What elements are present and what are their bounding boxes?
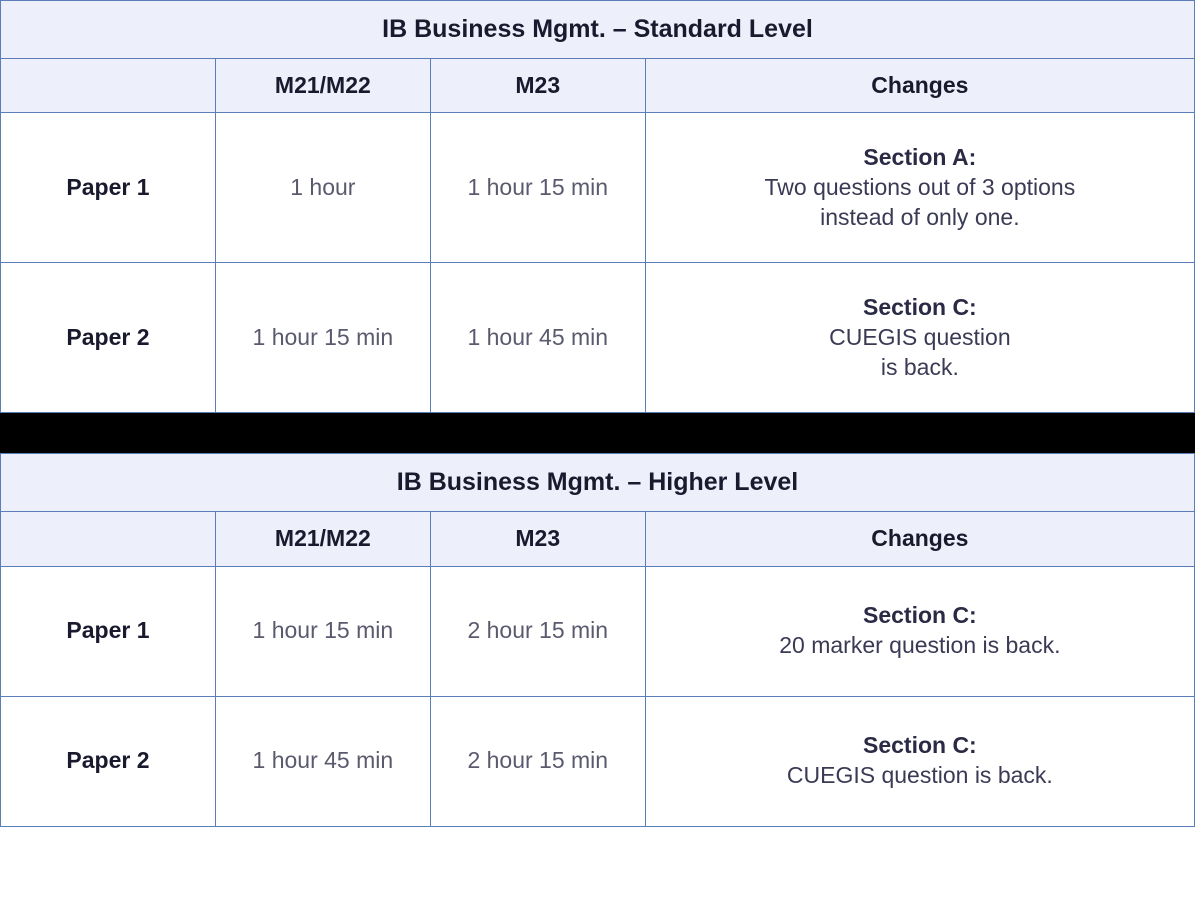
column-header-m23: M23 xyxy=(430,58,645,113)
table-row: IB Business Mgmt. – Standard Level xyxy=(1,1,1195,59)
table-row: Paper 1 1 hour 1 hour 15 min Section A: … xyxy=(1,113,1195,263)
paper-label: Paper 1 xyxy=(1,566,216,696)
m23-cell: 2 hour 15 min xyxy=(430,696,645,826)
table-standard-level: IB Business Mgmt. – Standard Level M21/M… xyxy=(0,0,1195,413)
table-higher-level: IB Business Mgmt. – Higher Level M21/M22… xyxy=(0,453,1195,826)
table-row: M21/M22 M23 Changes xyxy=(1,58,1195,113)
column-header-paper xyxy=(1,511,216,566)
changes-cell: Section C: CUEGIS question is back. xyxy=(645,263,1194,413)
table-title: IB Business Mgmt. – Higher Level xyxy=(1,454,1195,512)
m21m22-cell: 1 hour 15 min xyxy=(215,566,430,696)
table-separator xyxy=(0,413,1195,453)
changes-cell: Section C: 20 marker question is back. xyxy=(645,566,1194,696)
column-header-m23: M23 xyxy=(430,511,645,566)
table-row: Paper 1 1 hour 15 min 2 hour 15 min Sect… xyxy=(1,566,1195,696)
changes-cell: Section A: Two questions out of 3 option… xyxy=(645,113,1194,263)
paper-label: Paper 1 xyxy=(1,113,216,263)
changes-cell: Section C: CUEGIS question is back. xyxy=(645,696,1194,826)
changes-body-line: CUEGIS question is back. xyxy=(787,762,1053,788)
changes-section-label: Section C: xyxy=(656,601,1184,631)
m21m22-cell: 1 hour 15 min xyxy=(215,263,430,413)
m23-cell: 1 hour 15 min xyxy=(430,113,645,263)
column-header-changes: Changes xyxy=(645,58,1194,113)
m21m22-cell: 1 hour xyxy=(215,113,430,263)
changes-body-line: Two questions out of 3 options xyxy=(765,174,1076,200)
table-row: Paper 2 1 hour 15 min 1 hour 45 min Sect… xyxy=(1,263,1195,413)
column-header-paper xyxy=(1,58,216,113)
changes-body-line: instead of only one. xyxy=(820,204,1019,230)
table-row: Paper 2 1 hour 45 min 2 hour 15 min Sect… xyxy=(1,696,1195,826)
changes-body-line: CUEGIS question xyxy=(829,324,1011,350)
table-title: IB Business Mgmt. – Standard Level xyxy=(1,1,1195,59)
column-header-m21m22: M21/M22 xyxy=(215,511,430,566)
column-header-m21m22: M21/M22 xyxy=(215,58,430,113)
table-row: M21/M22 M23 Changes xyxy=(1,511,1195,566)
m21m22-cell: 1 hour 45 min xyxy=(215,696,430,826)
changes-section-label: Section C: xyxy=(656,293,1184,323)
changes-body-line: is back. xyxy=(881,354,959,380)
column-header-changes: Changes xyxy=(645,511,1194,566)
m23-cell: 1 hour 45 min xyxy=(430,263,645,413)
table-row: IB Business Mgmt. – Higher Level xyxy=(1,454,1195,512)
changes-section-label: Section A: xyxy=(656,143,1184,173)
paper-label: Paper 2 xyxy=(1,263,216,413)
paper-label: Paper 2 xyxy=(1,696,216,826)
changes-body-line: 20 marker question is back. xyxy=(779,632,1060,658)
changes-section-label: Section C: xyxy=(656,731,1184,761)
m23-cell: 2 hour 15 min xyxy=(430,566,645,696)
